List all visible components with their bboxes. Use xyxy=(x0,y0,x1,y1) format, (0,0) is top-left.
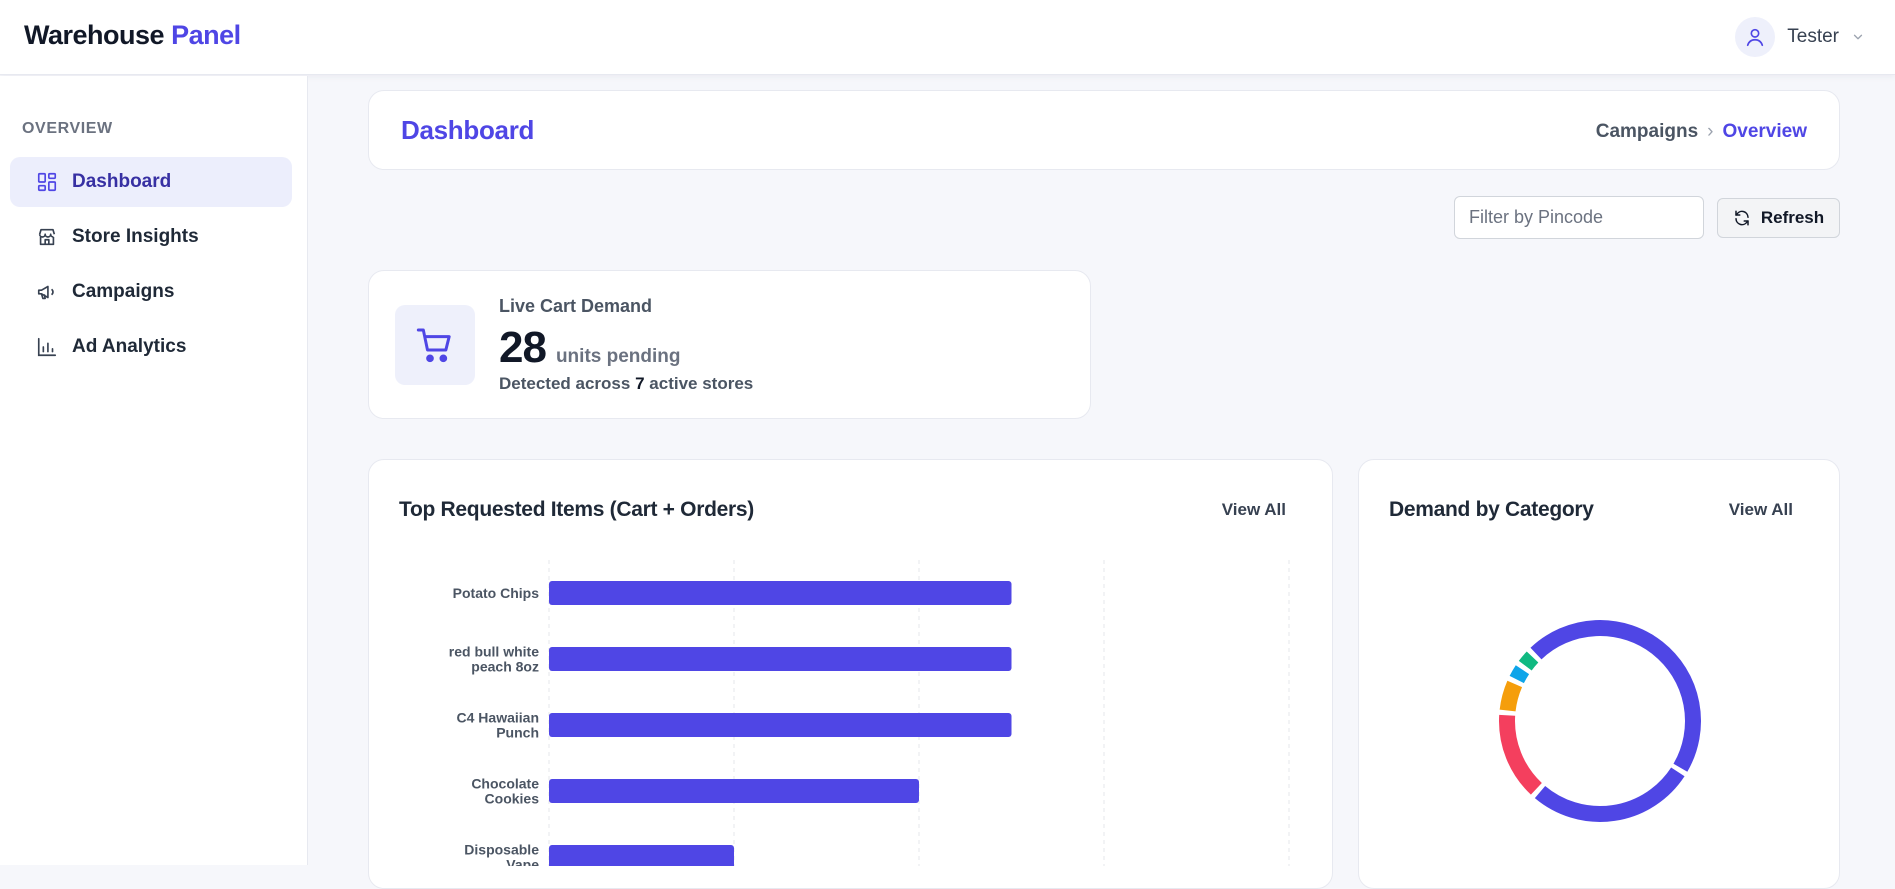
bar[interactable] xyxy=(549,845,734,866)
stat-sub-suffix: active stores xyxy=(649,374,754,393)
stat-label: Live Cart Demand xyxy=(499,296,653,316)
pincode-filter-input[interactable] xyxy=(1454,196,1704,239)
stat-value-row: 28 units pending xyxy=(499,323,681,373)
bar[interactable] xyxy=(549,713,1012,737)
donut-slice[interactable] xyxy=(1534,767,1685,822)
bar-category-label: red bull white xyxy=(449,644,539,660)
page-header-card: Dashboard Campaigns › Overview xyxy=(368,90,1840,170)
sidebar-item-ad-analytics[interactable]: Ad Analytics xyxy=(10,322,292,372)
sidebar-item-label: Ad Analytics xyxy=(72,336,187,357)
donut-slice[interactable] xyxy=(1518,651,1539,671)
breadcrumb-separator: › xyxy=(1707,121,1714,142)
sidebar-item-campaigns[interactable]: Campaigns xyxy=(10,267,292,317)
breadcrumb-campaigns[interactable]: Campaigns xyxy=(1595,121,1699,142)
bar-category-label: Potato Chips xyxy=(453,585,540,601)
stat-icon-tile xyxy=(395,305,475,385)
sidebar-item-label: Dashboard xyxy=(72,171,172,192)
brand-name-part1: Warehouse xyxy=(24,20,165,50)
avatar[interactable] xyxy=(1735,17,1776,57)
donut-chart xyxy=(1499,620,1701,822)
card-title: Top Requested Items (Cart + Orders) xyxy=(399,498,754,521)
user-menu[interactable]: Tester xyxy=(1735,15,1865,59)
refresh-icon xyxy=(1735,210,1749,226)
bar-category-label: Vape xyxy=(506,857,539,867)
store-icon xyxy=(38,228,56,246)
bar-category-label: peach 8oz xyxy=(471,659,539,675)
view-all-link[interactable]: View All xyxy=(1728,500,1793,519)
stat-value: 28 xyxy=(499,323,547,372)
view-all-link[interactable]: View All xyxy=(1221,500,1286,519)
sidebar-item-dashboard[interactable]: Dashboard xyxy=(10,157,292,207)
chevron-down-icon[interactable] xyxy=(1851,30,1865,44)
demand-by-category-card: Demand by Category View All xyxy=(1358,459,1840,889)
brand-logo[interactable]: Warehouse Panel xyxy=(24,20,241,51)
refresh-button[interactable]: Refresh xyxy=(1717,198,1840,238)
sidebar: OVERVIEW Dashboard Store Insights Campai… xyxy=(0,76,308,865)
stat-unit: units pending xyxy=(555,346,681,367)
user-icon xyxy=(1747,28,1764,47)
donut-slice[interactable] xyxy=(1499,680,1523,712)
donut-slice[interactable] xyxy=(1530,620,1701,772)
shopping-cart-icon xyxy=(416,328,451,363)
bar[interactable] xyxy=(549,779,919,803)
bar-chart-icon xyxy=(37,337,57,357)
sidebar-heading: OVERVIEW xyxy=(22,120,113,137)
stat-store-count: 7 xyxy=(635,374,645,393)
donut-slice[interactable] xyxy=(1509,665,1530,684)
sidebar-item-label: Campaigns xyxy=(72,281,175,302)
sidebar-item-store-insights[interactable]: Store Insights xyxy=(10,212,292,262)
stat-subtext: Detected across 7 active stores xyxy=(499,374,753,394)
top-requested-items-card: Top Requested Items (Cart + Orders) View… xyxy=(368,459,1333,889)
user-name: Tester xyxy=(1787,26,1839,47)
stat-sub-prefix: Detected across xyxy=(499,374,631,393)
sidebar-item-label: Store Insights xyxy=(72,226,199,247)
breadcrumb: Campaigns › Overview xyxy=(1596,121,1807,143)
bar-category-label: C4 Hawaiian xyxy=(457,710,539,726)
bar-category-label: Disposable xyxy=(464,842,539,858)
bar-category-label: Chocolate xyxy=(471,776,539,792)
page-title: Dashboard xyxy=(401,115,535,145)
live-cart-demand-card: Live Cart Demand 28 units pending Detect… xyxy=(368,270,1091,419)
refresh-label: Refresh xyxy=(1760,208,1825,227)
megaphone-icon xyxy=(37,285,54,300)
card-title: Demand by Category xyxy=(1389,498,1594,521)
bar-category-label: Cookies xyxy=(485,791,540,807)
top-bar: Warehouse Panel Tester xyxy=(0,0,1895,75)
donut-slice[interactable] xyxy=(1499,714,1543,795)
bar-category-label: Punch xyxy=(496,725,539,741)
bar[interactable] xyxy=(549,581,1012,605)
bar[interactable] xyxy=(549,647,1012,671)
brand-name-part2: Panel xyxy=(171,20,241,50)
dashboard-icon xyxy=(37,172,57,192)
breadcrumb-overview: Overview xyxy=(1722,121,1808,142)
